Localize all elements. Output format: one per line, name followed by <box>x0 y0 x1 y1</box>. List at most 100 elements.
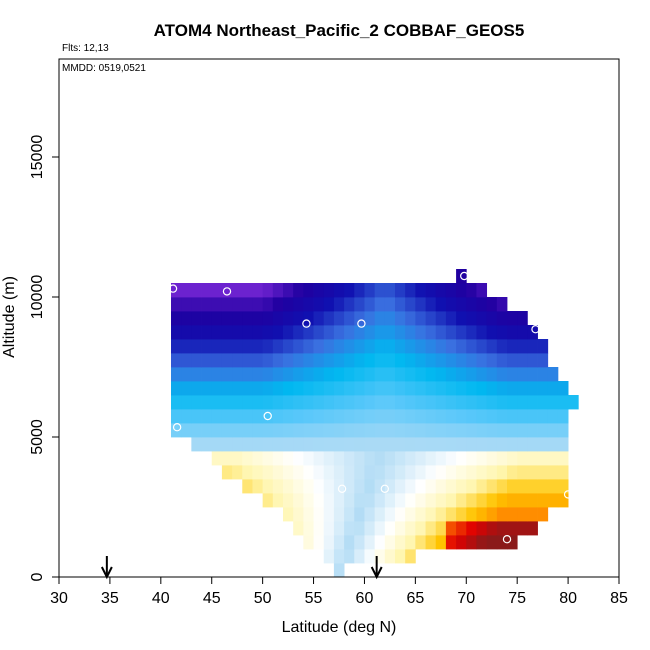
heatmap-cell <box>303 311 314 326</box>
heatmap-cell <box>323 367 335 382</box>
heatmap-cell <box>211 325 223 340</box>
heatmap-cell <box>293 409 304 424</box>
heatmap-cell <box>303 395 314 410</box>
heatmap-cell <box>547 493 559 508</box>
heatmap-cell <box>252 367 264 382</box>
x-tick-label: 50 <box>254 590 272 607</box>
heatmap-cell <box>344 521 355 536</box>
heatmap-cell <box>333 437 345 452</box>
heatmap-cell <box>313 283 325 298</box>
heatmap-cell <box>517 409 528 424</box>
heatmap-cell <box>456 339 467 354</box>
heatmap-cell <box>405 423 416 438</box>
heatmap-cell <box>344 339 355 354</box>
heatmap-cell <box>262 423 274 438</box>
heatmap-cell <box>344 395 355 410</box>
heatmap-cell <box>272 381 284 396</box>
heatmap-cell <box>272 311 284 326</box>
heatmap-cell <box>507 479 518 494</box>
heatmap-cell <box>262 311 274 326</box>
heatmap-cell <box>272 297 284 312</box>
x-tick-label: 65 <box>406 590 424 607</box>
heatmap-cell <box>435 437 447 452</box>
heatmap-cell <box>547 437 559 452</box>
heatmap-cell <box>425 283 437 298</box>
heatmap-cell <box>384 311 396 326</box>
heatmap-cell <box>191 367 202 382</box>
heatmap-cell <box>293 479 304 494</box>
heatmap-cell <box>507 493 518 508</box>
heatmap-cell <box>252 353 264 368</box>
heatmap-cell <box>181 423 192 438</box>
heatmap-cell <box>415 297 426 312</box>
heatmap-cell <box>221 283 233 298</box>
heatmap-cell <box>354 353 365 368</box>
heatmap-cell <box>323 465 335 480</box>
heatmap-cell <box>211 311 223 326</box>
heatmap-cell <box>405 437 416 452</box>
heatmap-cell <box>507 535 518 550</box>
heatmap-cell <box>364 479 376 494</box>
heatmap-cell <box>415 507 426 522</box>
heatmap-cell <box>313 339 325 354</box>
heatmap-cell <box>242 409 253 424</box>
heatmap-cell <box>313 451 325 466</box>
heatmap-cell <box>283 423 294 438</box>
heatmap-cell <box>405 465 416 480</box>
heatmap-cell <box>374 409 386 424</box>
heatmap-cell <box>395 521 406 536</box>
heatmap-cell <box>171 409 182 424</box>
heatmap-cell <box>232 451 243 466</box>
heatmap-cell <box>344 535 355 550</box>
heatmap-cell <box>344 283 355 298</box>
heatmap-cell <box>415 381 426 396</box>
heatmap-cell <box>537 381 549 396</box>
heatmap-cell <box>171 339 182 354</box>
heatmap-cell <box>496 437 508 452</box>
heatmap-cell <box>405 339 416 354</box>
heatmap-cell <box>384 395 396 410</box>
heatmap-cell <box>242 451 253 466</box>
heatmap-cell <box>517 493 528 508</box>
x-tick-label: 70 <box>457 590 475 607</box>
heatmap-cell <box>242 423 253 438</box>
heatmap-cell <box>333 339 345 354</box>
heatmap-cell <box>537 493 549 508</box>
heatmap-cell <box>313 297 325 312</box>
heatmap-cell <box>486 535 498 550</box>
heatmap-cell <box>333 507 345 522</box>
heatmap-cell <box>527 451 538 466</box>
heatmap-cell <box>354 367 365 382</box>
heatmap-cell <box>344 423 355 438</box>
heatmap-cell <box>486 325 498 340</box>
heatmap-cell <box>313 479 325 494</box>
heatmap-cell <box>293 451 304 466</box>
heatmap-cell <box>374 549 386 564</box>
heatmap-cell <box>293 325 304 340</box>
heatmap-cell <box>445 409 457 424</box>
heatmap-cell <box>313 311 325 326</box>
heatmap-cell <box>211 423 223 438</box>
heatmap-cell <box>456 283 467 298</box>
heatmap-cell <box>435 297 447 312</box>
heatmap-cell <box>201 423 213 438</box>
heatmap-cell <box>283 507 294 522</box>
heatmap-cell <box>476 437 488 452</box>
heatmap-cell <box>293 381 304 396</box>
heatmap-cell <box>486 493 498 508</box>
x-tick-label: 30 <box>50 590 68 607</box>
heatmap-cell <box>496 409 508 424</box>
heatmap-cell <box>456 437 467 452</box>
heatmap-cell <box>445 521 457 536</box>
heatmap-cell <box>425 395 437 410</box>
y-tick-label: 5000 <box>29 419 46 455</box>
heatmap-cell <box>405 367 416 382</box>
heatmap-cell <box>415 353 426 368</box>
heatmap-cell <box>303 353 314 368</box>
heatmap-cell <box>466 353 477 368</box>
heatmap-cell <box>476 311 488 326</box>
heatmap-cell <box>445 451 457 466</box>
heatmap-cell <box>486 297 498 312</box>
heatmap-cell <box>211 339 223 354</box>
heatmap-cell <box>354 283 365 298</box>
